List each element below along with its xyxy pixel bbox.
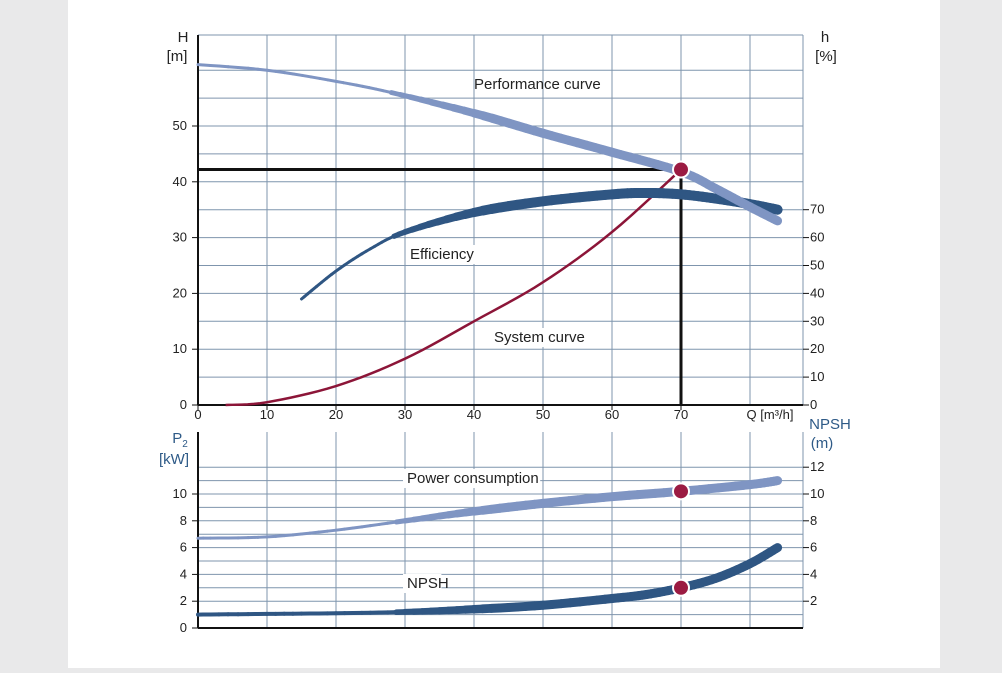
performance-curve-line-segment xyxy=(776,220,778,221)
h-tick-label: 20 xyxy=(173,285,187,300)
x-tick-label: 20 xyxy=(329,407,343,422)
npsh-axis-title: NPSH xyxy=(809,416,851,433)
npsh-tick-label: 12 xyxy=(810,459,824,474)
eff-tick-label: 0 xyxy=(810,397,817,412)
npsh-tick-label: 6 xyxy=(810,540,817,555)
system-curve-line xyxy=(226,170,681,405)
x-tick-label: 60 xyxy=(605,407,619,422)
npsh-line xyxy=(198,548,778,615)
h-tick-label: 10 xyxy=(173,341,187,356)
x-tick-label: 40 xyxy=(467,407,481,422)
p2-axis-title: P2 xyxy=(172,430,188,450)
h-axis-unit: [m] xyxy=(167,48,188,65)
npsh-operating-point xyxy=(673,580,689,596)
p2-tick-label: 10 xyxy=(173,486,187,501)
operating-point-marker xyxy=(673,162,689,178)
npsh-axis-unit: (m) xyxy=(811,435,834,452)
eff-tick-label: 50 xyxy=(810,258,824,273)
p2-tick-label: 2 xyxy=(180,593,187,608)
eff-tick-label: 60 xyxy=(810,230,824,245)
x-tick-label: 0 xyxy=(194,407,201,422)
npsh-tick-label: 4 xyxy=(810,566,817,581)
npsh-tick-label: 10 xyxy=(810,486,824,501)
p2-tick-label: 4 xyxy=(180,566,187,581)
eff-tick-label: 70 xyxy=(810,202,824,217)
power-consumption-label: Power consumption xyxy=(407,470,539,487)
power-operating-point xyxy=(673,483,689,499)
series-layer xyxy=(198,65,778,615)
performance-curve-line-segment xyxy=(238,67,248,68)
npsh-tick-label: 2 xyxy=(810,593,817,608)
npsh-label: NPSH xyxy=(407,575,449,592)
h-tick-label: 50 xyxy=(173,118,187,133)
eff-tick-label: 40 xyxy=(810,285,824,300)
eff-axis-unit: [%] xyxy=(815,48,837,65)
h-tick-label: 0 xyxy=(180,397,187,412)
top-grid: 0 10 20 30 40 50 0 10 20 30 40 50 60 70 0 10 20 30 40 50 60 7… xyxy=(173,35,825,422)
h-tick-label: 30 xyxy=(173,230,187,245)
x-tick-label: 10 xyxy=(260,407,274,422)
power-consumption-line xyxy=(198,481,778,539)
p2-tick-label: 8 xyxy=(180,513,187,528)
eff-tick-label: 10 xyxy=(810,369,824,384)
p2-axis-unit: [kW] xyxy=(159,451,189,468)
eff-axis-title: h xyxy=(821,29,829,46)
x-tick-label: 50 xyxy=(536,407,550,422)
npsh-line-segment xyxy=(776,548,778,549)
h-tick-label: 40 xyxy=(173,174,187,189)
eff-tick-label: 30 xyxy=(810,313,824,328)
p2-axis-letter: P xyxy=(172,430,182,447)
system-curve-label: System curve xyxy=(494,329,585,346)
npsh-tick-label: 8 xyxy=(810,513,817,528)
x-tick-label: 30 xyxy=(398,407,412,422)
p2-axis-subscript: 2 xyxy=(182,439,188,450)
performance-curve-label: Performance curve xyxy=(474,76,601,93)
efficiency-label: Efficiency xyxy=(410,246,474,263)
x-axis-unit-label: Q [m³/h] xyxy=(747,407,794,422)
eff-tick-label: 20 xyxy=(810,341,824,356)
p2-tick-label: 0 xyxy=(180,620,187,635)
h-axis-title: H xyxy=(178,29,189,46)
x-tick-label: 70 xyxy=(674,407,688,422)
p2-tick-label: 6 xyxy=(180,540,187,555)
